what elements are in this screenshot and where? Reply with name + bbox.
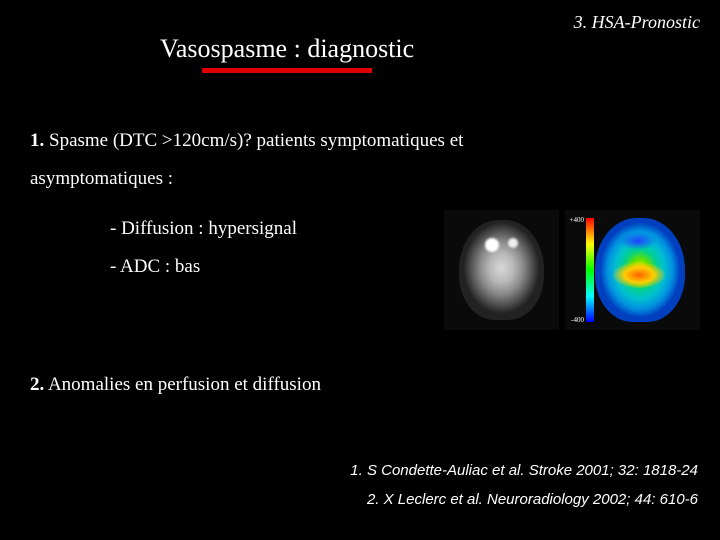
header-label: 3. HSA-Pronostic bbox=[574, 12, 700, 33]
point-1-line-a: 1. Spasme (DTC >120cm/s)? patients sympt… bbox=[30, 130, 700, 152]
point-1-sub-b: - ADC : bas bbox=[110, 248, 444, 286]
point-1-number: 1. bbox=[30, 130, 44, 151]
point-2-text: Anomalies en perfusion et diffusion bbox=[48, 374, 321, 395]
point-2-number: 2. bbox=[30, 374, 44, 395]
references: 1. S Condette-Auliac et al. Stroke 2001;… bbox=[350, 457, 698, 514]
colorbar-label-bottom: -400 bbox=[571, 316, 584, 324]
colorbar-label-top: +400 bbox=[570, 216, 584, 224]
point-1-sub-row: - Diffusion : hypersignal - ADC : bas +4… bbox=[30, 210, 700, 330]
point-1-line-b: asymptomatiques : bbox=[30, 168, 700, 190]
body-content: 1. Spasme (DTC >120cm/s)? patients sympt… bbox=[30, 130, 700, 396]
reference-1: 1. S Condette-Auliac et al. Stroke 2001;… bbox=[350, 457, 698, 486]
brain-images: +400 -400 bbox=[444, 210, 700, 330]
brain-grayscale-shape bbox=[459, 220, 544, 320]
point-1-text-a: Spasme (DTC >120cm/s)? patients symptoma… bbox=[49, 130, 463, 151]
point-1-sub-a: - Diffusion : hypersignal bbox=[110, 210, 444, 248]
slide-title: Vasospasme : diagnostic bbox=[160, 34, 414, 64]
title-block: Vasospasme : diagnostic bbox=[160, 34, 414, 73]
point-2: 2. Anomalies en perfusion et diffusion bbox=[30, 374, 700, 396]
colorbar bbox=[586, 218, 594, 322]
point-1-sub-text: - Diffusion : hypersignal - ADC : bas bbox=[110, 210, 444, 286]
perfusion-scan-image: +400 -400 bbox=[565, 210, 700, 330]
title-underline bbox=[202, 68, 372, 73]
diffusion-scan-image bbox=[444, 210, 559, 330]
reference-2: 2. X Leclerc et al. Neuroradiology 2002;… bbox=[350, 486, 698, 515]
brain-color-shape bbox=[595, 218, 685, 322]
